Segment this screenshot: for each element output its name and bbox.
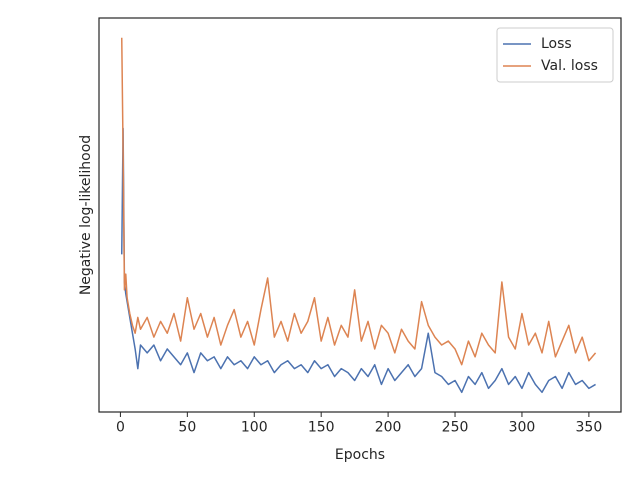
x-tick-label: 100 (241, 420, 268, 436)
line-series (121, 37, 597, 366)
x-axis-label: Epochs (335, 447, 385, 463)
x-tick-label: 50 (178, 420, 196, 436)
x-tick-label: 250 (442, 420, 469, 436)
plot-area (121, 37, 597, 394)
x-tick-label: 150 (308, 420, 335, 436)
x-tick-label: 0 (116, 420, 125, 436)
x-tick-label: 200 (375, 420, 402, 436)
x-tick-label: 350 (576, 420, 603, 436)
legend-label: Val. loss (541, 58, 598, 74)
y-axis-label: Negative log-likelihood (78, 135, 94, 295)
x-tick-label: 300 (509, 420, 536, 436)
axes-frame (98, 17, 622, 413)
line-series (121, 127, 596, 394)
legend-frame (496, 27, 614, 83)
legend: Loss Val. loss (496, 27, 614, 83)
legend-label: Loss (541, 36, 572, 52)
